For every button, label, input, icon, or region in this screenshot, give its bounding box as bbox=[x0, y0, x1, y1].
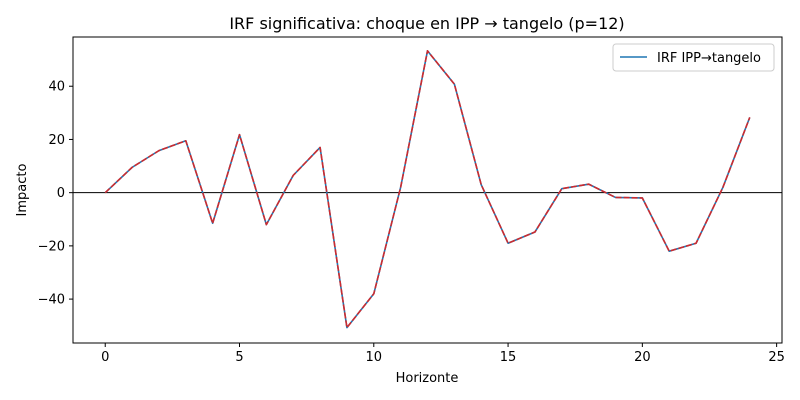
plot-area bbox=[73, 37, 782, 343]
series-group bbox=[104, 50, 751, 329]
chart-title: IRF significativa: choque en IPP → tange… bbox=[229, 14, 624, 33]
x-tick-label: 0 bbox=[101, 350, 109, 365]
y-tick-label: 0 bbox=[57, 186, 65, 201]
y-tick-label: 40 bbox=[48, 80, 65, 95]
x-axis-label: Horizonte bbox=[396, 371, 459, 386]
x-axis-ticks: 0 5 10 15 20 25 bbox=[101, 343, 785, 365]
y-axis-ticks: −40 −20 0 20 40 bbox=[38, 80, 73, 308]
y-tick-label: 20 bbox=[48, 133, 65, 148]
x-tick-label: 20 bbox=[634, 350, 651, 365]
legend-box bbox=[612, 43, 775, 72]
y-tick-label: −40 bbox=[38, 293, 65, 308]
legend: IRF IPP→tangelo bbox=[612, 43, 775, 72]
y-tick-label: −20 bbox=[38, 239, 65, 254]
legend-label: IRF IPP→tangelo bbox=[657, 51, 761, 66]
x-tick-label: 10 bbox=[366, 350, 383, 365]
x-tick-label: 15 bbox=[500, 350, 517, 365]
x-tick-label: 25 bbox=[768, 350, 785, 365]
y-axis-label: Impacto bbox=[15, 164, 30, 217]
series-line-overlay bbox=[104, 50, 751, 329]
plot-frame bbox=[72, 36, 783, 344]
x-tick-label: 5 bbox=[235, 350, 243, 365]
